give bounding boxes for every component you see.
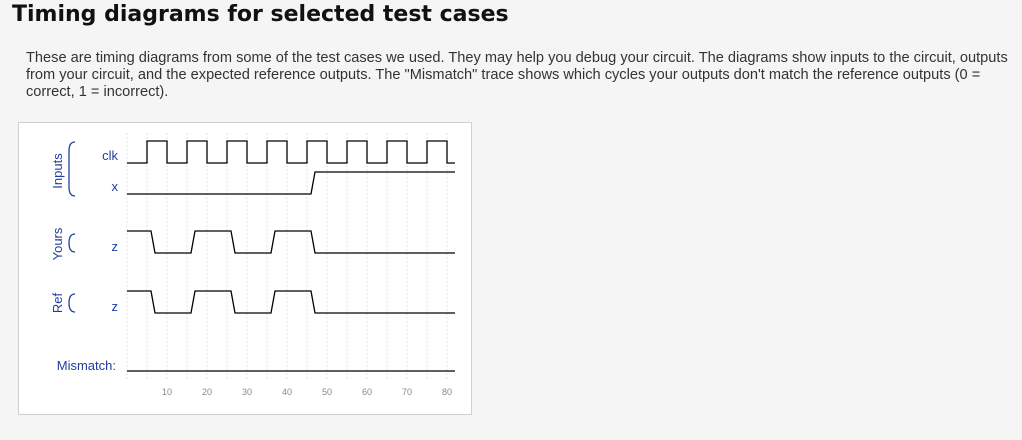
timing-diagram: Inputs Yours Ref clk x z z Mismatch: 10 2… bbox=[50, 133, 455, 397]
signal-label-clk: clk bbox=[102, 148, 118, 163]
page-title: Timing diagrams for selected test cases bbox=[12, 2, 509, 27]
tick-label: 60 bbox=[362, 387, 372, 397]
trace-ref-z bbox=[127, 290, 455, 314]
signal-label-mismatch: Mismatch: bbox=[57, 358, 116, 373]
tick-label: 30 bbox=[242, 387, 252, 397]
tick-label: 10 bbox=[162, 387, 172, 397]
tick-label: 70 bbox=[402, 387, 412, 397]
description-text: These are timing diagrams from some of t… bbox=[26, 50, 1008, 100]
brace-yours bbox=[68, 233, 76, 253]
timing-diagram-panel: Inputs Yours Ref clk x z z Mismatch: 10 2… bbox=[18, 122, 472, 415]
tick-label: 50 bbox=[322, 387, 332, 397]
group-label-yours: Yours bbox=[50, 227, 65, 260]
brace-inputs bbox=[68, 141, 76, 197]
tick-label: 20 bbox=[202, 387, 212, 397]
tick-labels: 10 20 30 40 50 60 70 80 bbox=[162, 387, 452, 397]
trace-inputs-x bbox=[127, 171, 455, 195]
tick-label: 40 bbox=[282, 387, 292, 397]
group-label-inputs: Inputs bbox=[50, 153, 65, 189]
signal-label-ref-z: z bbox=[112, 299, 119, 314]
tick-label: 80 bbox=[442, 387, 452, 397]
signal-label-x: x bbox=[112, 179, 119, 194]
trace-yours-z bbox=[127, 230, 455, 254]
signal-label-yours-z: z bbox=[112, 239, 119, 254]
brace-ref bbox=[68, 293, 76, 313]
trace-inputs-clk bbox=[127, 140, 455, 164]
trace-layer bbox=[127, 140, 455, 372]
group-label-ref: Ref bbox=[50, 292, 65, 313]
grid-lines bbox=[126, 133, 448, 379]
